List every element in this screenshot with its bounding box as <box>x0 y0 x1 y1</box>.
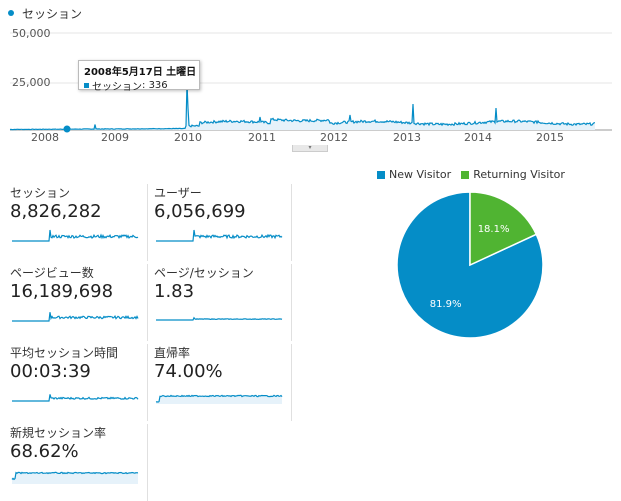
metric-label: ページ/セッション <box>154 266 254 280</box>
sparkline-line <box>12 229 139 242</box>
sparkline-line <box>156 229 283 242</box>
metric-value: 6,056,699 <box>154 201 246 222</box>
tooltip-date: 2008年5月17日 土曜日 <box>84 67 197 78</box>
sparkline-area <box>156 395 282 404</box>
legend-label: New Visitor <box>389 168 452 181</box>
metric-label: 新規セッション率 <box>10 426 107 440</box>
sparkline <box>156 316 283 321</box>
legend-swatch-icon <box>461 170 470 179</box>
metric-tile-bounce-rate[interactable]: 直帰率 74.00% <box>154 344 292 421</box>
metric-value: 8,826,282 <box>10 201 102 222</box>
metric-label: 直帰率 <box>154 346 191 360</box>
legend-item-returning-visitor[interactable]: Returning Visitor <box>461 168 565 181</box>
legend-item-new-visitor[interactable]: New Visitor <box>377 168 451 181</box>
metric-value: 68.62% <box>10 441 79 462</box>
metric-label: ページビュー数 <box>10 266 94 280</box>
visitor-type-pie-chart[interactable]: 81.9% 18.1% <box>390 185 550 345</box>
sparkline <box>12 394 139 402</box>
sparkline-line <box>11 471 139 481</box>
sparkline <box>12 229 139 242</box>
x-tick-2012: 2012 <box>320 131 348 144</box>
metric-tile-sessions[interactable]: セッション 8,826,282 <box>10 184 148 261</box>
metric-value: 00:03:39 <box>10 361 91 382</box>
metric-label: 平均セッション時間 <box>10 346 119 360</box>
metric-value: 74.00% <box>154 361 223 382</box>
pie-legend: New Visitor Returning Visitor <box>377 168 575 181</box>
sparkline-line <box>155 394 283 403</box>
metric-tile-new-session-rate[interactable]: 新規セッション率 68.62% <box>10 424 148 501</box>
y-tick-50000: 50,000 <box>12 27 51 40</box>
sessions-line <box>9 82 596 131</box>
tooltip-row: セッション : 336 <box>84 78 194 93</box>
pie-slice-label: 81.9% <box>430 299 462 310</box>
chart-tooltip: 2008年5月17日 土曜日 セッション : 336 <box>78 60 200 93</box>
timeline-metric-label: セッション <box>22 6 83 21</box>
series-dot-icon <box>8 10 14 16</box>
x-tick-2013: 2013 <box>393 131 421 144</box>
x-tick-2008: 2008 <box>31 131 59 144</box>
tooltip-value: 336 <box>148 80 168 91</box>
sparkline-line <box>156 316 283 321</box>
pie-slice-returning-visitor <box>469 191 538 267</box>
legend-swatch-icon <box>377 170 385 179</box>
hover-point-marker <box>63 125 71 133</box>
x-tick-2011: 2011 <box>248 131 276 144</box>
chart-resize-handle[interactable]: ▾ <box>292 145 328 152</box>
metric-value: 1.83 <box>154 281 195 302</box>
x-tick-2015: 2015 <box>536 131 564 144</box>
tooltip-series: セッション <box>92 82 142 93</box>
legend-label: Returning Visitor <box>473 168 565 181</box>
timeline-legend: セッション <box>8 4 82 22</box>
metric-tile-users[interactable]: ユーザー 6,056,699 <box>154 184 292 261</box>
sparkline-line <box>12 312 139 322</box>
sparkline <box>155 394 283 404</box>
metric-label: セッション <box>10 186 71 200</box>
series-square-icon <box>84 83 89 88</box>
sparkline <box>12 312 139 322</box>
metric-label: ユーザー <box>154 186 202 200</box>
sparkline <box>11 471 139 484</box>
metric-tile-avg-session-duration[interactable]: 平均セッション時間 00:03:39 <box>10 344 148 421</box>
sparkline-line <box>12 394 139 402</box>
metric-tile-pageviews[interactable]: ページビュー数 16,189,698 <box>10 264 148 341</box>
metric-tile-pages-per-session[interactable]: ページ/セッション 1.83 <box>154 264 292 341</box>
sparkline <box>156 229 283 242</box>
x-tick-2014: 2014 <box>464 131 492 144</box>
x-tick-2009: 2009 <box>101 131 129 144</box>
metric-value: 16,189,698 <box>10 281 114 302</box>
y-tick-25000: 25,000 <box>12 76 51 89</box>
sparkline-area <box>12 472 138 484</box>
x-tick-2010: 2010 <box>174 131 202 144</box>
pie-slice-label: 18.1% <box>478 224 510 235</box>
